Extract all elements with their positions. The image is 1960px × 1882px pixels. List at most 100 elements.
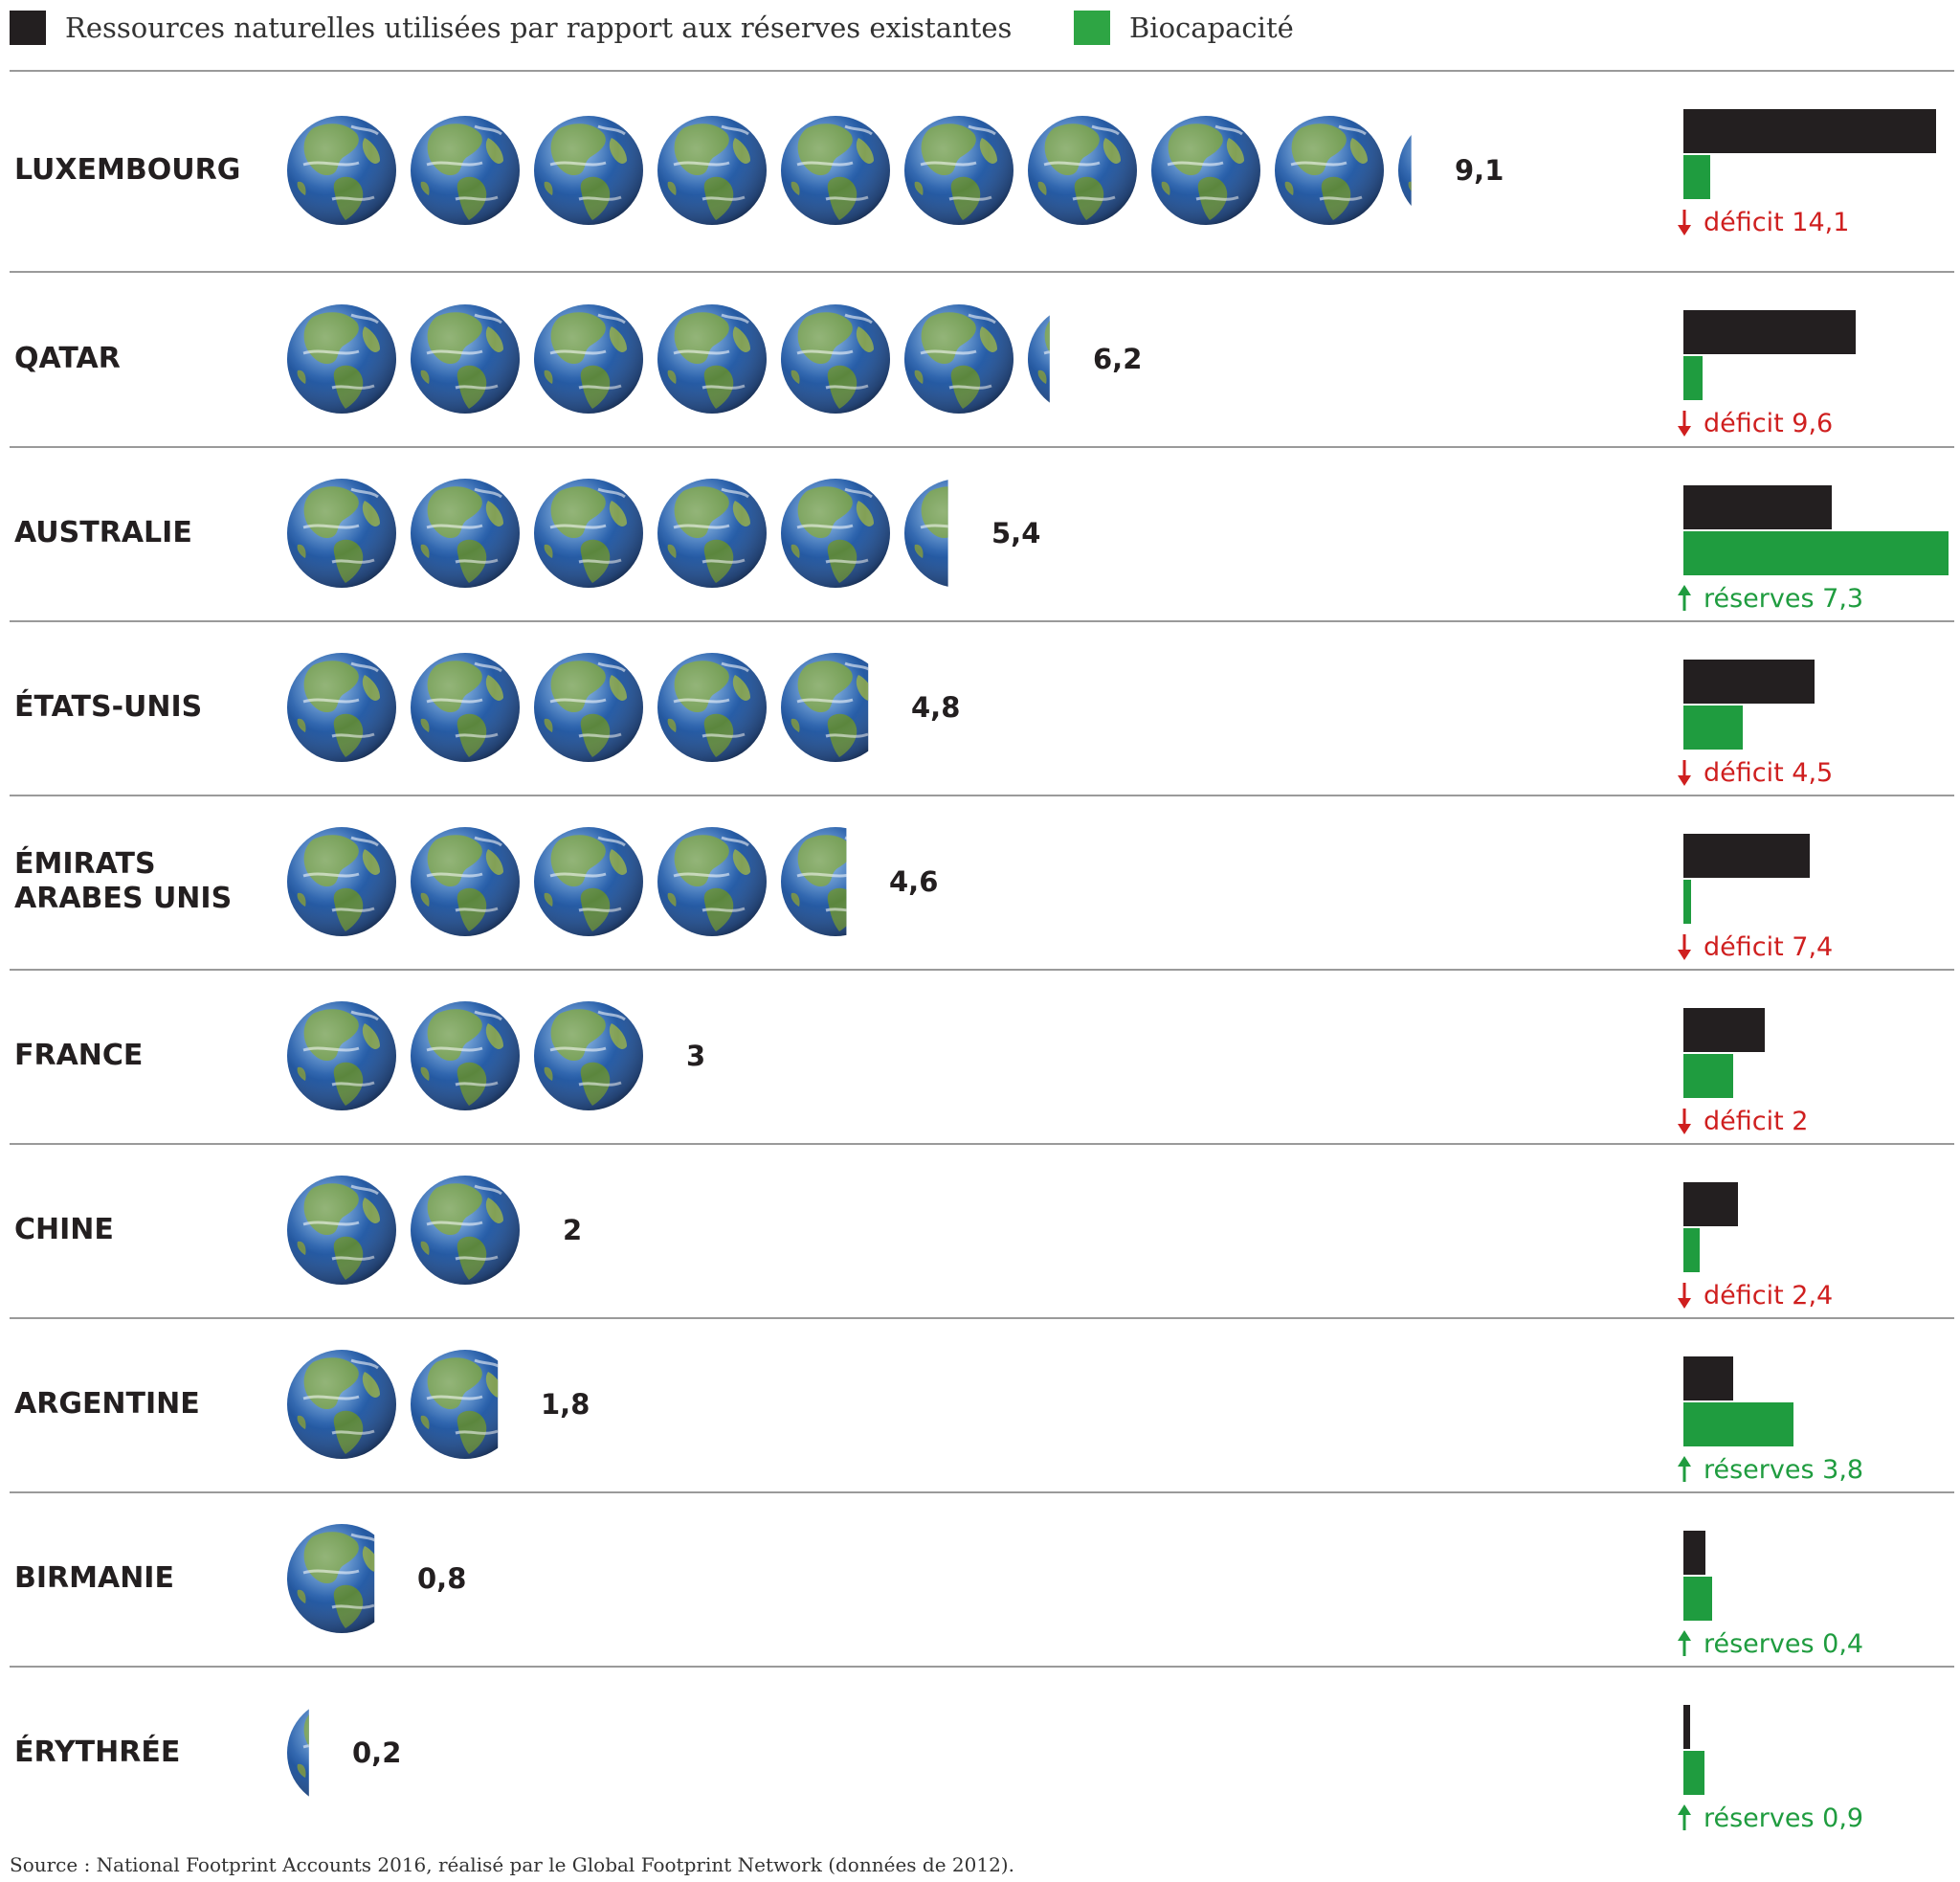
country-label-line: ÉMIRATS: [14, 847, 156, 881]
globe-icon: [781, 304, 890, 414]
country-label-line: QATAR: [14, 342, 121, 375]
arrow-down-icon: [1677, 409, 1692, 437]
resources-bar: [1683, 1531, 1705, 1575]
arrow-down-icon: [1677, 1107, 1692, 1135]
legend-swatch-biocapacity: [1074, 11, 1110, 45]
reserves-label: réserves 3,8: [1677, 1450, 1863, 1489]
biocapacity-bar: [1683, 531, 1949, 575]
planets-value-label: 5,4: [991, 517, 1041, 549]
globe-icon: [904, 116, 1013, 225]
deficit-label: déficit 4,5: [1677, 753, 1833, 792]
resources-bar: [1683, 1356, 1733, 1400]
globe-icon: [411, 1350, 499, 1459]
globe-icon: [411, 304, 520, 414]
country-label: CHINE: [14, 1213, 114, 1247]
country-label-line: AUSTRALIE: [14, 516, 192, 549]
balance-text: déficit 9,6: [1704, 408, 1834, 438]
biocapacity-bar: [1683, 1751, 1704, 1795]
resources-bar: [1683, 660, 1815, 704]
planets-value-label: 2: [563, 1214, 583, 1246]
resources-bar: [1683, 1008, 1765, 1052]
resources-bar: [1683, 1182, 1738, 1226]
country-label: ÉRYTHRÉE: [14, 1736, 180, 1770]
planets-value-label: 4,6: [889, 865, 939, 898]
globe-icon: [534, 479, 643, 588]
globe-icon: [657, 653, 767, 762]
legend-swatch-resources: [10, 11, 46, 45]
biocapacity-bar: [1683, 356, 1703, 400]
legend-label-biocapacity: Biocapacité: [1129, 11, 1294, 44]
resources-bar: [1683, 1705, 1690, 1749]
arrow-up-icon: [1677, 1629, 1692, 1658]
country-label: ÉTATS-UNIS: [14, 690, 202, 725]
biocapacity-bar: [1683, 155, 1710, 199]
planets-value-label: 0,8: [417, 1562, 467, 1595]
country-label: LUXEMBOURG: [14, 153, 240, 188]
row-separator: [10, 70, 1954, 72]
globe-icon: [287, 653, 396, 762]
globe-icon: [287, 1176, 396, 1285]
biocapacity-bar: [1683, 880, 1691, 924]
globe-icon: [411, 653, 520, 762]
country-label: FRANCE: [14, 1039, 143, 1073]
planets-value-label: 1,8: [541, 1388, 590, 1421]
balance-text: déficit 2,4: [1704, 1280, 1834, 1311]
arrow-up-icon: [1677, 1455, 1692, 1484]
country-label: ARGENTINE: [14, 1387, 200, 1422]
globe-icon: [287, 304, 396, 414]
globe-icon: [1151, 116, 1260, 225]
globe-icon: [287, 116, 396, 225]
balance-text: réserves 7,3: [1704, 583, 1864, 614]
row-separator: [10, 1143, 1954, 1145]
globe-icon: [781, 116, 890, 225]
country-label-line: BIRMANIE: [14, 1561, 174, 1595]
balance-text: réserves 0,9: [1704, 1803, 1864, 1833]
biocapacity-bar: [1683, 1577, 1712, 1621]
country-label-line: ÉTATS-UNIS: [14, 690, 203, 724]
country-label: QATAR: [14, 342, 121, 376]
row-separator: [10, 969, 1954, 971]
country-label-line: CHINE: [14, 1213, 114, 1246]
globe-icon: [657, 479, 767, 588]
biocapacity-bar: [1683, 1402, 1793, 1446]
legend: Ressources naturelles utilisées par rapp…: [0, 0, 1960, 57]
planets-value-label: 0,2: [352, 1736, 402, 1769]
globe-icon: [534, 827, 643, 936]
arrow-up-icon: [1677, 584, 1692, 613]
row-separator: [10, 1666, 1954, 1668]
globe-icon: [781, 479, 890, 588]
globe-icon: [411, 1176, 520, 1285]
reserves-label: réserves 0,4: [1677, 1624, 1863, 1663]
reserves-label: réserves 7,3: [1677, 579, 1863, 617]
deficit-label: déficit 14,1: [1677, 203, 1849, 241]
arrow-down-icon: [1677, 758, 1692, 787]
country-label-line: ARGENTINE: [14, 1387, 200, 1421]
country-label: BIRMANIE: [14, 1561, 174, 1596]
globe-icon: [287, 479, 396, 588]
country-label-line: ARABES UNIS: [14, 882, 233, 915]
globe-icon: [411, 1001, 520, 1110]
row-separator: [10, 620, 1954, 622]
row-separator: [10, 1491, 1954, 1493]
legend-label-resources: Ressources naturelles utilisées par rapp…: [65, 11, 1013, 44]
row-separator: [10, 795, 1954, 796]
globe-icon: [287, 1001, 396, 1110]
arrow-down-icon: [1677, 932, 1692, 961]
balance-text: réserves 0,4: [1704, 1628, 1864, 1659]
globe-icon: [904, 304, 1013, 414]
planets-value-label: 3: [686, 1040, 706, 1072]
arrow-down-icon: [1677, 208, 1692, 236]
globe-icon: [287, 1350, 396, 1459]
globe-icon: [534, 653, 643, 762]
balance-text: déficit 7,4: [1704, 931, 1834, 962]
biocapacity-bar: [1683, 1054, 1733, 1098]
globe-icon: [781, 653, 869, 762]
planets-value-label: 6,2: [1093, 343, 1143, 375]
globe-icon: [657, 116, 767, 225]
balance-text: réserves 3,8: [1704, 1454, 1864, 1485]
row-separator: [10, 271, 1954, 273]
reserves-label: réserves 0,9: [1677, 1799, 1863, 1837]
balance-text: déficit 2: [1704, 1106, 1809, 1136]
resources-bar: [1683, 485, 1832, 529]
